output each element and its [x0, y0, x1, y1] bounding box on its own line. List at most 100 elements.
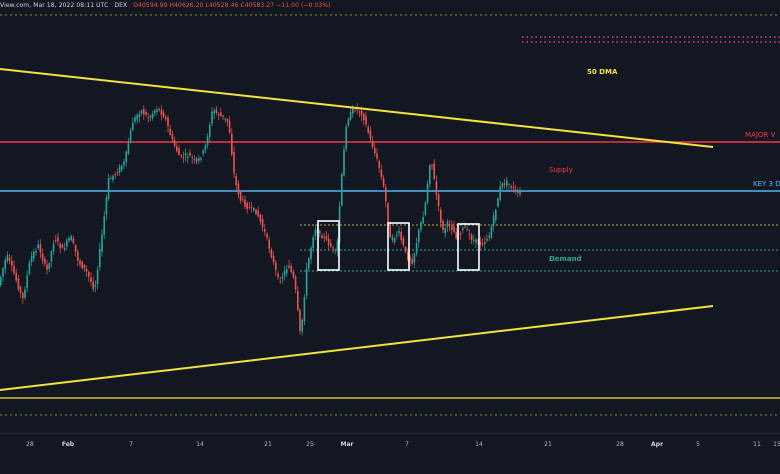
candle-body-104: [228, 120, 231, 133]
candle-body-138: [303, 297, 306, 322]
candle-body-93: [204, 145, 207, 151]
candle-body-105: [231, 133, 233, 155]
candle-body-84: [184, 153, 187, 156]
candle-body-111: [244, 199, 246, 207]
candle-body-39: [85, 268, 88, 272]
candle-body-152: [334, 250, 336, 252]
candle-body-103: [226, 119, 229, 122]
candle-body-127: [279, 281, 281, 283]
candle-body-219: [481, 243, 484, 245]
candle-body-180: [396, 234, 398, 236]
candle-body-137: [301, 319, 303, 332]
time-tick-label-10: 28: [616, 441, 624, 448]
candle-body-19: [41, 253, 44, 261]
candle-body-182: [400, 231, 402, 241]
candle-body-23: [50, 251, 53, 262]
candle-body-86: [189, 152, 191, 156]
candle-body-148: [325, 235, 328, 240]
candle-body-220: [484, 242, 486, 245]
candle-body-145: [319, 230, 321, 234]
candle-body-169: [371, 140, 374, 148]
candle-body-73: [160, 109, 163, 115]
candle-body-37: [81, 261, 83, 269]
candle-body-87: [191, 157, 193, 158]
candle-body-96: [211, 111, 213, 124]
candle-body-55: [121, 165, 123, 171]
candle-body-128: [281, 276, 284, 279]
candle-body-234: [514, 189, 517, 191]
candle-body-54: [118, 166, 121, 173]
candle-body-28: [61, 244, 64, 248]
candle-body-59: [129, 130, 132, 143]
candle-body-4: [8, 257, 11, 261]
candle-body-225: [495, 209, 497, 221]
candle-body-65: [143, 109, 145, 115]
candle-body-6: [13, 266, 15, 274]
candle-body-176: [387, 203, 389, 223]
candle-body-30: [66, 240, 68, 247]
candle-body-118: [259, 214, 262, 222]
time-tick-label-4: 21: [264, 441, 272, 448]
candle-body-29: [63, 248, 66, 250]
candle-body-64: [140, 110, 143, 114]
candle-body-88: [193, 159, 196, 160]
candle-body-38: [83, 264, 86, 269]
candle-body-98: [215, 109, 218, 113]
candle-body-61: [134, 117, 136, 122]
candle-body-143: [314, 230, 317, 236]
candle-body-184: [404, 246, 407, 252]
highlight-box-3: [457, 223, 480, 271]
candle-body-74: [162, 112, 165, 117]
candle-body-198: [435, 181, 438, 195]
candle-body-13: [28, 262, 31, 275]
source-text: View.com, Mar 18, 2022 08:11 UTC: [0, 2, 109, 9]
time-tick-label-3: 14: [196, 441, 204, 448]
candle-body-56: [123, 161, 125, 166]
candle-body-200: [440, 209, 442, 223]
candle-body-222: [488, 236, 490, 238]
candle-body-94: [206, 136, 209, 146]
major-level-label: MAJOR V: [745, 131, 776, 139]
candle-body-192: [422, 217, 424, 224]
candle-body-131: [288, 265, 290, 268]
candle-body-228: [501, 183, 504, 187]
highlight-box-1: [317, 220, 340, 271]
candle-body-136: [299, 309, 301, 331]
highlight-box-2: [387, 222, 410, 271]
candle-body-76: [167, 117, 169, 127]
candle-body-81: [178, 147, 180, 155]
supply-label: Supply: [549, 166, 573, 174]
candle-body-97: [213, 110, 215, 114]
candle-body-11: [24, 289, 26, 298]
candle-body-209: [459, 233, 462, 235]
candle-body-153: [336, 241, 339, 251]
candle-body-20: [44, 258, 46, 264]
candle-body-150: [330, 243, 332, 247]
candle-body-196: [431, 164, 433, 166]
candle-body-223: [490, 226, 493, 238]
candle-body-164: [360, 110, 363, 116]
time-tick-label-7: 7: [405, 441, 409, 448]
candle-body-233: [512, 186, 515, 188]
candle-body-227: [499, 186, 501, 200]
candle-body-116: [255, 209, 257, 215]
demand-label: Demand: [549, 255, 582, 263]
candle-body-43: [94, 285, 97, 287]
candle-body-197: [433, 163, 435, 179]
candle-body-161: [354, 110, 356, 112]
candle-body-57: [125, 151, 127, 162]
candle-body-168: [369, 130, 372, 139]
candle-body-99: [217, 114, 220, 116]
time-tick-label-12: 5: [696, 441, 700, 448]
candle-body-212: [466, 228, 468, 230]
candle-body-159: [349, 111, 352, 120]
candle-body-17: [37, 244, 39, 249]
candle-body-155: [341, 174, 343, 206]
candle-body-18: [39, 244, 42, 253]
candle-body-33: [72, 238, 75, 244]
candle-body-195: [429, 165, 431, 184]
time-axis[interactable]: [0, 433, 780, 471]
candle-body-140: [308, 258, 310, 269]
